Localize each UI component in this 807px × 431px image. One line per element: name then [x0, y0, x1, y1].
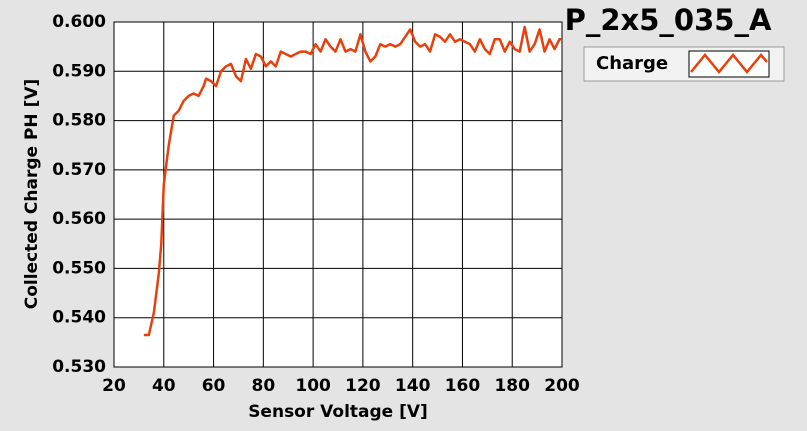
- x-tick-label: 120: [345, 376, 381, 396]
- x-tick-label: 180: [494, 376, 530, 396]
- plot-area: [114, 22, 562, 367]
- x-tick-label: 140: [395, 376, 431, 396]
- y-tick-label: 0.530: [52, 357, 106, 377]
- y-axis-label: Collected Charge PH [V]: [22, 79, 42, 310]
- legend-label: Charge: [596, 53, 668, 74]
- y-tick-label: 0.570: [52, 160, 106, 180]
- plot-frame: [113, 21, 563, 368]
- x-tick-label: 20: [102, 376, 126, 396]
- y-tick-label: 0.550: [52, 258, 106, 278]
- data-line: [143, 25, 562, 337]
- x-tick-label: 80: [251, 376, 275, 396]
- x-tick-label: 100: [295, 376, 331, 396]
- legend-swatch: [690, 53, 768, 74]
- chart-title: P_2x5_035_A: [565, 3, 772, 37]
- y-tick-label: 0.580: [52, 111, 106, 131]
- x-tick-label: 200: [544, 376, 580, 396]
- x-tick-label: 40: [152, 376, 176, 396]
- x-tick-label: 60: [202, 376, 226, 396]
- y-tick-label: 0.540: [52, 308, 106, 328]
- x-axis-label: Sensor Voltage [V]: [248, 402, 428, 422]
- y-tick-label: 0.560: [52, 209, 106, 229]
- y-tick-label: 0.590: [52, 61, 106, 81]
- y-tick-label: 0.600: [52, 12, 106, 32]
- x-tick-label: 160: [445, 376, 481, 396]
- legend-swatch-box: [688, 50, 770, 78]
